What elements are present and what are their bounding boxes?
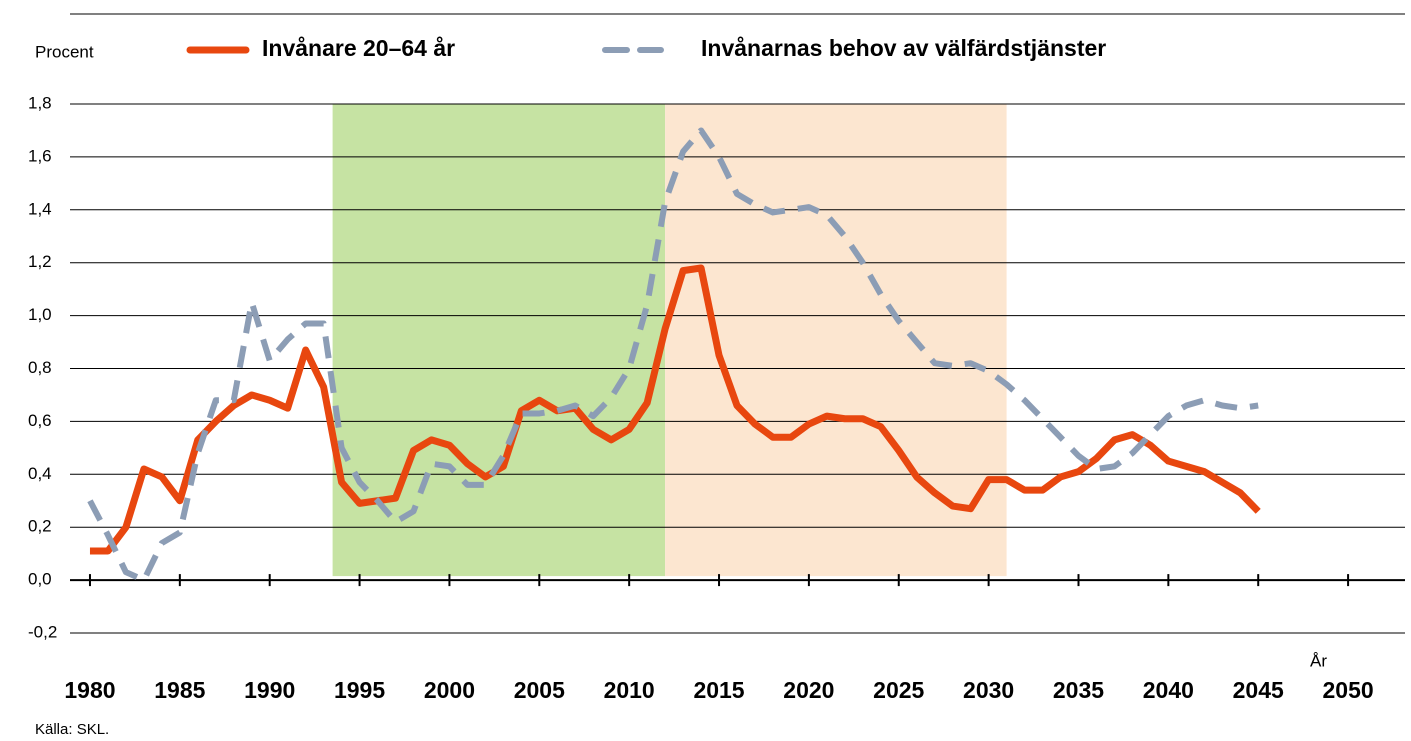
x-tick-label: 2005 (514, 677, 565, 703)
y-tick-label: 0,2 (28, 517, 52, 536)
x-tick-label: 2010 (604, 677, 655, 703)
y-tick-label: 0,6 (28, 411, 52, 430)
x-tick-label: 2050 (1322, 677, 1373, 703)
x-tick-label: 2000 (424, 677, 475, 703)
shaded-region (665, 104, 1007, 577)
y-tick-label: 1,2 (28, 252, 52, 271)
y-tick-label: 0,4 (28, 464, 52, 483)
y-tick-label: 1,0 (28, 305, 52, 324)
x-tick-label: 2035 (1053, 677, 1104, 703)
legend-label: Invånare 20–64 år (262, 35, 455, 61)
x-tick-label: 1985 (154, 677, 205, 703)
y-tick-label: -0,2 (28, 622, 57, 641)
y-tick-label: 1,8 (28, 93, 52, 112)
x-tick-label: 2045 (1233, 677, 1284, 703)
x-axis-label: År (1310, 651, 1327, 670)
y-tick-label: 0,8 (28, 358, 52, 377)
legend-label: Invånarnas behov av välfärdstjänster (701, 35, 1106, 61)
x-tick-label: 2020 (783, 677, 834, 703)
x-tick-label: 1990 (244, 677, 295, 703)
y-axis-label: Procent (35, 42, 94, 61)
x-tick-label: 1995 (334, 677, 385, 703)
source: Källa: SKL. (35, 721, 109, 738)
y-tick-label: 1,6 (28, 146, 52, 165)
y-tick-label: 1,4 (28, 199, 52, 218)
x-tick-label: 2040 (1143, 677, 1194, 703)
x-tick-label: 2030 (963, 677, 1014, 703)
series-line (87, 127, 1259, 584)
series-line (89, 264, 1261, 555)
x-tick-label: 2015 (693, 677, 744, 703)
x-tick-label: 2025 (873, 677, 924, 703)
y-tick-label: 0,0 (28, 570, 52, 589)
x-tick-label: 1980 (64, 677, 115, 703)
